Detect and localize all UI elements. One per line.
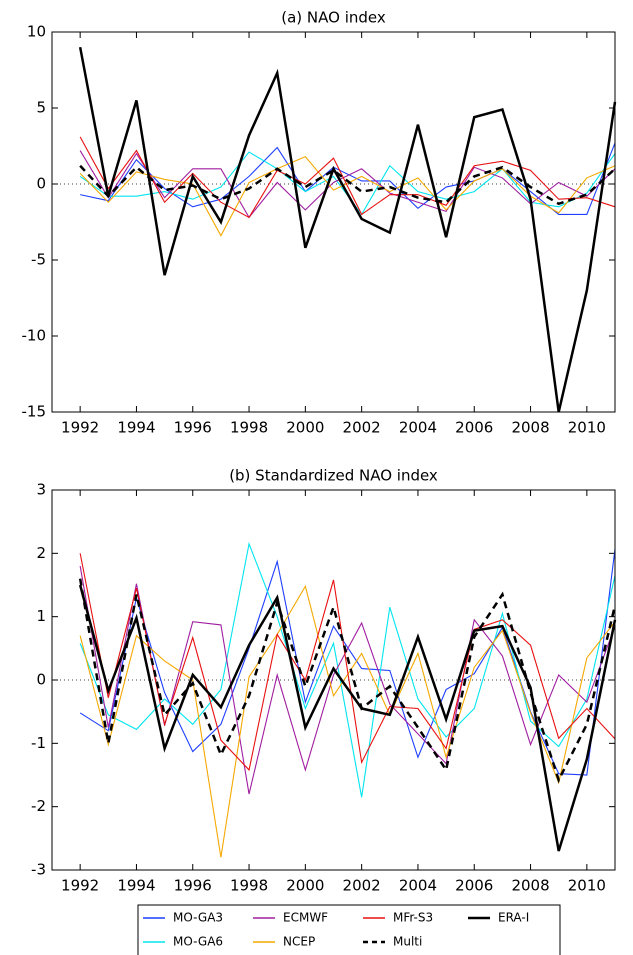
- series-line: [78, 46, 617, 413]
- y-tick-label: -5: [31, 251, 46, 269]
- y-tick-label: -3: [31, 861, 46, 879]
- plot-frame: [51, 31, 616, 413]
- x-tick-label: 1996: [174, 877, 212, 895]
- y-tick-label: 0: [36, 175, 46, 193]
- x-tick-label: 1998: [230, 877, 268, 895]
- legend-box: [137, 904, 561, 955]
- x-tick-label: 2000: [286, 419, 324, 437]
- y-tick-label: -10: [22, 327, 47, 345]
- series-line: [79, 541, 616, 798]
- panel-title: (a) NAO index: [281, 9, 386, 27]
- y-tick-label: 2: [36, 544, 46, 562]
- x-tick-label: 1994: [117, 419, 155, 437]
- x-tick-label: 1994: [117, 877, 155, 895]
- x-tick-label: 2008: [511, 877, 549, 895]
- series-line: [79, 136, 616, 219]
- legend-label: Multi: [393, 935, 422, 949]
- legend-label: MO-GA3: [173, 911, 223, 925]
- legend: MO-GA3 MO-GA6 ECMWF NCEP MFr-S3 Multi ERA-I: [137, 904, 561, 955]
- panel-title: (b) Standardized NAO index: [229, 467, 438, 485]
- y-tick-label: 0: [36, 671, 46, 689]
- x-tick-label: 2010: [568, 877, 606, 895]
- series-line: [79, 164, 616, 206]
- x-tick-label: 2002: [343, 877, 381, 895]
- y-tick-label: -1: [31, 734, 46, 752]
- series-line: [79, 155, 616, 237]
- x-tick-label: 1998: [230, 419, 268, 437]
- x-tick-label: 2006: [455, 877, 493, 895]
- y-tick-label: -15: [22, 403, 47, 421]
- x-tick-label: 2008: [511, 419, 549, 437]
- x-tick-label: 1992: [61, 419, 99, 437]
- plot-frame: [51, 489, 616, 871]
- x-tick-label: 2002: [343, 419, 381, 437]
- y-tick-label: 5: [36, 99, 46, 117]
- legend-label: NCEP: [283, 935, 315, 949]
- x-tick-label: 1996: [174, 419, 212, 437]
- x-tick-label: 2004: [399, 877, 437, 895]
- x-tick-label: 2010: [568, 419, 606, 437]
- legend-label: ERA-I: [498, 911, 529, 925]
- legend-label: MFr-S3: [393, 911, 433, 925]
- x-tick-label: 2004: [399, 419, 437, 437]
- y-tick-label: -2: [31, 797, 46, 815]
- x-tick-label: 2006: [455, 419, 493, 437]
- legend-label: ECMWF: [283, 911, 328, 925]
- x-tick-label: 1992: [61, 877, 99, 895]
- x-tick-label: 2000: [286, 877, 324, 895]
- y-tick-label: 3: [36, 481, 46, 499]
- y-tick-label: 1: [36, 607, 46, 625]
- legend-label: MO-GA6: [173, 935, 223, 949]
- series-line: [79, 150, 616, 219]
- y-tick-label: 10: [27, 23, 46, 41]
- series-line: [78, 584, 617, 852]
